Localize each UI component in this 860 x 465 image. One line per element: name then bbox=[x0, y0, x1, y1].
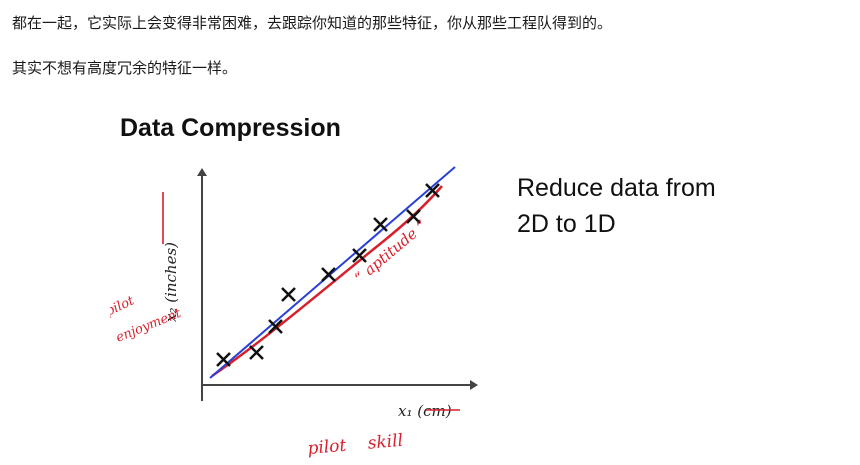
slide-figure: Data Compression Reduce data from 2D to … bbox=[110, 104, 860, 465]
annotation-pilot: pilot bbox=[110, 293, 137, 319]
data-point bbox=[216, 352, 231, 367]
y-axis-label: x₂ (inches) bbox=[162, 242, 180, 322]
slide-text-line-2: 2D to 1D bbox=[517, 210, 616, 238]
y-axis-arrow-icon bbox=[197, 168, 207, 176]
data-point bbox=[425, 183, 440, 198]
slide-title: Data Compression bbox=[120, 114, 341, 142]
x-axis-label: x₁ (cm) bbox=[398, 402, 452, 420]
data-point bbox=[406, 209, 421, 224]
scatter-plot: x₂ (inches) x₁ (cm) pilot enjoyment “ ap… bbox=[110, 166, 478, 459]
data-point bbox=[249, 345, 264, 360]
annotation-pilot-skill: pilot skill bbox=[307, 431, 404, 459]
blue-fit-line bbox=[209, 166, 456, 379]
data-point bbox=[352, 248, 367, 263]
red-projection-line bbox=[211, 185, 443, 378]
paragraph-line-2: 其实不想有高度冗余的特征一样。 bbox=[12, 59, 238, 77]
paragraph-line-1: 都在一起，它实际上会变得非常困难，去跟踪你知道的那些特征，你从那些工程队得到的。 bbox=[12, 14, 613, 32]
x-axis-arrow-icon bbox=[470, 380, 478, 390]
data-point bbox=[281, 287, 296, 302]
data-point bbox=[373, 217, 388, 232]
slide-text-line-1: Reduce data from bbox=[517, 174, 716, 202]
data-point bbox=[268, 319, 283, 334]
data-point bbox=[321, 267, 336, 282]
